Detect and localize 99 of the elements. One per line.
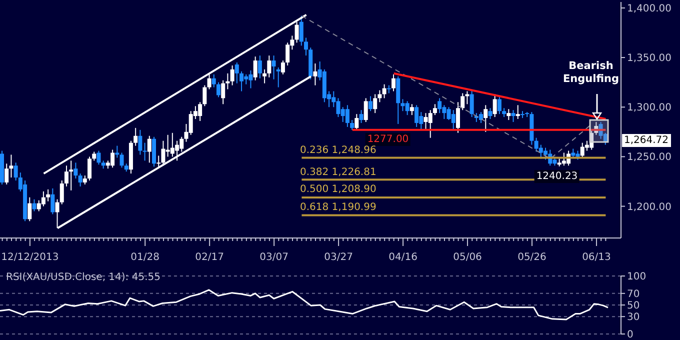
candlestick <box>345 104 350 128</box>
y-tick-label: 30 <box>627 312 640 324</box>
candlestick <box>115 145 120 158</box>
x-tick-label: 02/17 <box>195 252 224 263</box>
candlestick <box>78 173 82 187</box>
candlestick <box>234 62 239 84</box>
y-tick-label: 0 <box>627 330 634 340</box>
candlestick <box>368 96 372 112</box>
candlestick <box>373 94 378 114</box>
candlestick <box>272 55 276 80</box>
annotation: Bearish Engulfing <box>562 60 620 86</box>
candlestick <box>378 90 382 103</box>
candlestick <box>60 180 64 205</box>
candlestick <box>267 55 272 78</box>
candlestick <box>46 188 50 202</box>
candlestick <box>294 21 299 44</box>
candlestick <box>304 37 308 56</box>
x-tick-label: 06/13 <box>582 252 611 263</box>
candlestick <box>207 74 212 90</box>
y-tick-label: 50 <box>627 300 640 312</box>
candlestick <box>382 84 386 99</box>
candlestick <box>14 162 18 181</box>
y-tick-label: 70 <box>627 288 640 300</box>
candlestick <box>258 55 262 79</box>
candlestick <box>354 114 359 130</box>
candlestick <box>492 94 497 118</box>
candlestick <box>216 82 220 98</box>
annotation: 0.500 1,208.90 <box>300 183 376 196</box>
candlestick <box>432 104 437 116</box>
y-tick-label: 1,250.00 <box>627 152 672 164</box>
candlestick <box>142 142 147 162</box>
y-tick-label: 1,350.00 <box>627 53 672 64</box>
candlestick <box>240 70 244 92</box>
candlestick <box>299 15 304 46</box>
annotation: 0.382 1,226.81 <box>300 166 376 179</box>
candlestick <box>276 66 280 88</box>
candlestick <box>350 120 354 130</box>
candlestick <box>134 127 138 146</box>
candlestick <box>32 198 36 212</box>
candlestick <box>221 80 226 105</box>
candlestick <box>202 84 207 107</box>
x-tick-label: 05/06 <box>453 252 482 263</box>
candlestick <box>230 64 234 86</box>
candlestick <box>4 163 9 185</box>
candlestick <box>488 108 492 120</box>
candlestick <box>451 110 456 130</box>
candlestick <box>438 98 442 114</box>
annotation: 0.618 1,190.99 <box>300 201 376 214</box>
candlestick <box>414 104 419 128</box>
candlestick <box>280 60 285 75</box>
annotation: 1240.23 <box>534 170 580 184</box>
x-tick-label: 03/07 <box>260 252 288 263</box>
x-tick-label: 01/28 <box>130 252 160 263</box>
x-tick-label: 05/26 <box>518 252 546 263</box>
candlestick <box>359 110 364 124</box>
candlestick <box>484 104 488 132</box>
candlestick <box>226 72 230 90</box>
candlestick <box>138 129 142 156</box>
candlestick <box>286 42 290 66</box>
text: 1,264.72 <box>622 134 671 147</box>
candlestick <box>410 104 414 116</box>
candlestick <box>9 154 14 178</box>
candlestick <box>41 190 46 207</box>
candlestick <box>460 92 465 111</box>
x-tick-label: 04/16 <box>388 252 418 263</box>
candlestick <box>456 102 460 134</box>
candlestick <box>120 152 124 168</box>
annotation: 0.236 1,248.96 <box>300 144 376 157</box>
candlestick <box>96 150 101 166</box>
candlestick <box>516 104 520 120</box>
candlestick <box>74 162 78 180</box>
candlestick <box>392 74 396 92</box>
candlestick <box>50 188 55 215</box>
y-tick-label: 1,300.00 <box>627 102 672 114</box>
x-tick-label: 03/27 <box>324 252 353 263</box>
y-tick-label: 1,200.00 <box>627 202 672 213</box>
candlestick <box>212 74 216 88</box>
candlestick <box>364 98 368 122</box>
y-tick-label: 1,400.00 <box>627 4 672 14</box>
candlestick <box>428 110 432 138</box>
candlestick <box>470 90 474 118</box>
candlestick <box>64 165 68 187</box>
candlestick <box>69 160 74 191</box>
chart-title: RSI(XAU/USD.Close, 14): 45.55 <box>6 272 160 283</box>
candlestick <box>262 68 267 84</box>
y-tick-label: 100 <box>627 272 646 283</box>
annotation: 1277.00 <box>365 132 411 146</box>
candlestick <box>497 96 502 115</box>
candlestick <box>506 108 511 120</box>
candlestick <box>147 135 152 164</box>
candlestick <box>88 156 92 181</box>
candlestick <box>313 62 318 86</box>
candlestick <box>28 196 32 222</box>
x-tick-label: 12/12/2013 <box>1 252 59 263</box>
candlestick <box>253 56 258 81</box>
candlestick <box>511 110 516 122</box>
line-series <box>0 289 609 320</box>
candlestick <box>156 155 161 168</box>
candlestick <box>465 90 470 105</box>
